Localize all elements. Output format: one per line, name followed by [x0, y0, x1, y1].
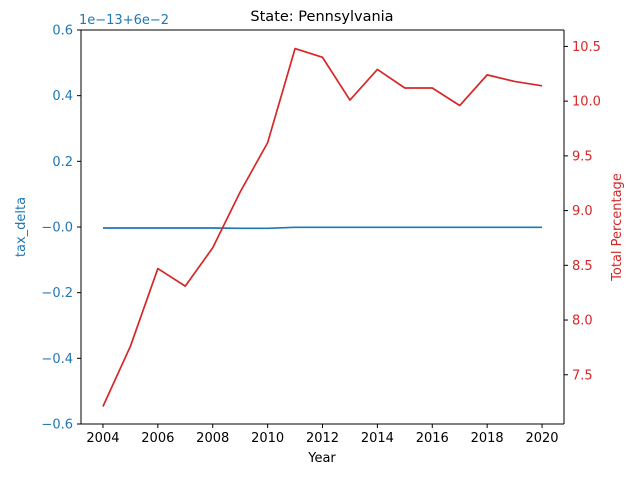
- x-tick-label: 2014: [361, 431, 394, 446]
- left-tick-label: −0.4: [41, 352, 73, 367]
- right-tick-label: 7.5: [572, 368, 593, 383]
- x-tick-label: 2018: [471, 431, 504, 446]
- left-tick-label: 0.6: [52, 24, 73, 39]
- x-axis-label: Year: [307, 451, 336, 466]
- left-tick-label: −0.0: [41, 221, 73, 236]
- right-tick-label: 9.0: [572, 204, 593, 219]
- x-tick-label: 2004: [86, 431, 119, 446]
- x-tick-label: 2012: [306, 431, 339, 446]
- x-tick-label: 2020: [525, 431, 558, 446]
- tax-delta-line: [102, 226, 543, 230]
- x-tick-label: 2006: [141, 431, 174, 446]
- x-tick-label: 2016: [416, 431, 449, 446]
- left-tick-label: −0.6: [41, 418, 73, 433]
- left-tick-label: −0.2: [41, 286, 73, 301]
- right-tick-label: 8.0: [572, 314, 593, 329]
- right-tick-label: 10.5: [572, 40, 601, 55]
- chart-title: State: Pennsylvania: [250, 9, 393, 25]
- right-tick-label: 10.0: [572, 95, 601, 110]
- total-percentage-line: [102, 47, 543, 407]
- right-axis-label: Total Percentage: [610, 173, 625, 282]
- right-tick-label: 8.5: [572, 259, 593, 274]
- right-tick-label: 9.5: [572, 149, 593, 164]
- left-tick-label: 0.4: [52, 89, 73, 104]
- left-axis-offset-text: 1e−13+6e−2: [79, 13, 169, 28]
- left-tick-label: 0.2: [52, 155, 73, 170]
- left-axis-label: tax_delta: [14, 197, 29, 257]
- x-tick-label: 2010: [251, 431, 284, 446]
- x-tick-label: 2008: [196, 431, 229, 446]
